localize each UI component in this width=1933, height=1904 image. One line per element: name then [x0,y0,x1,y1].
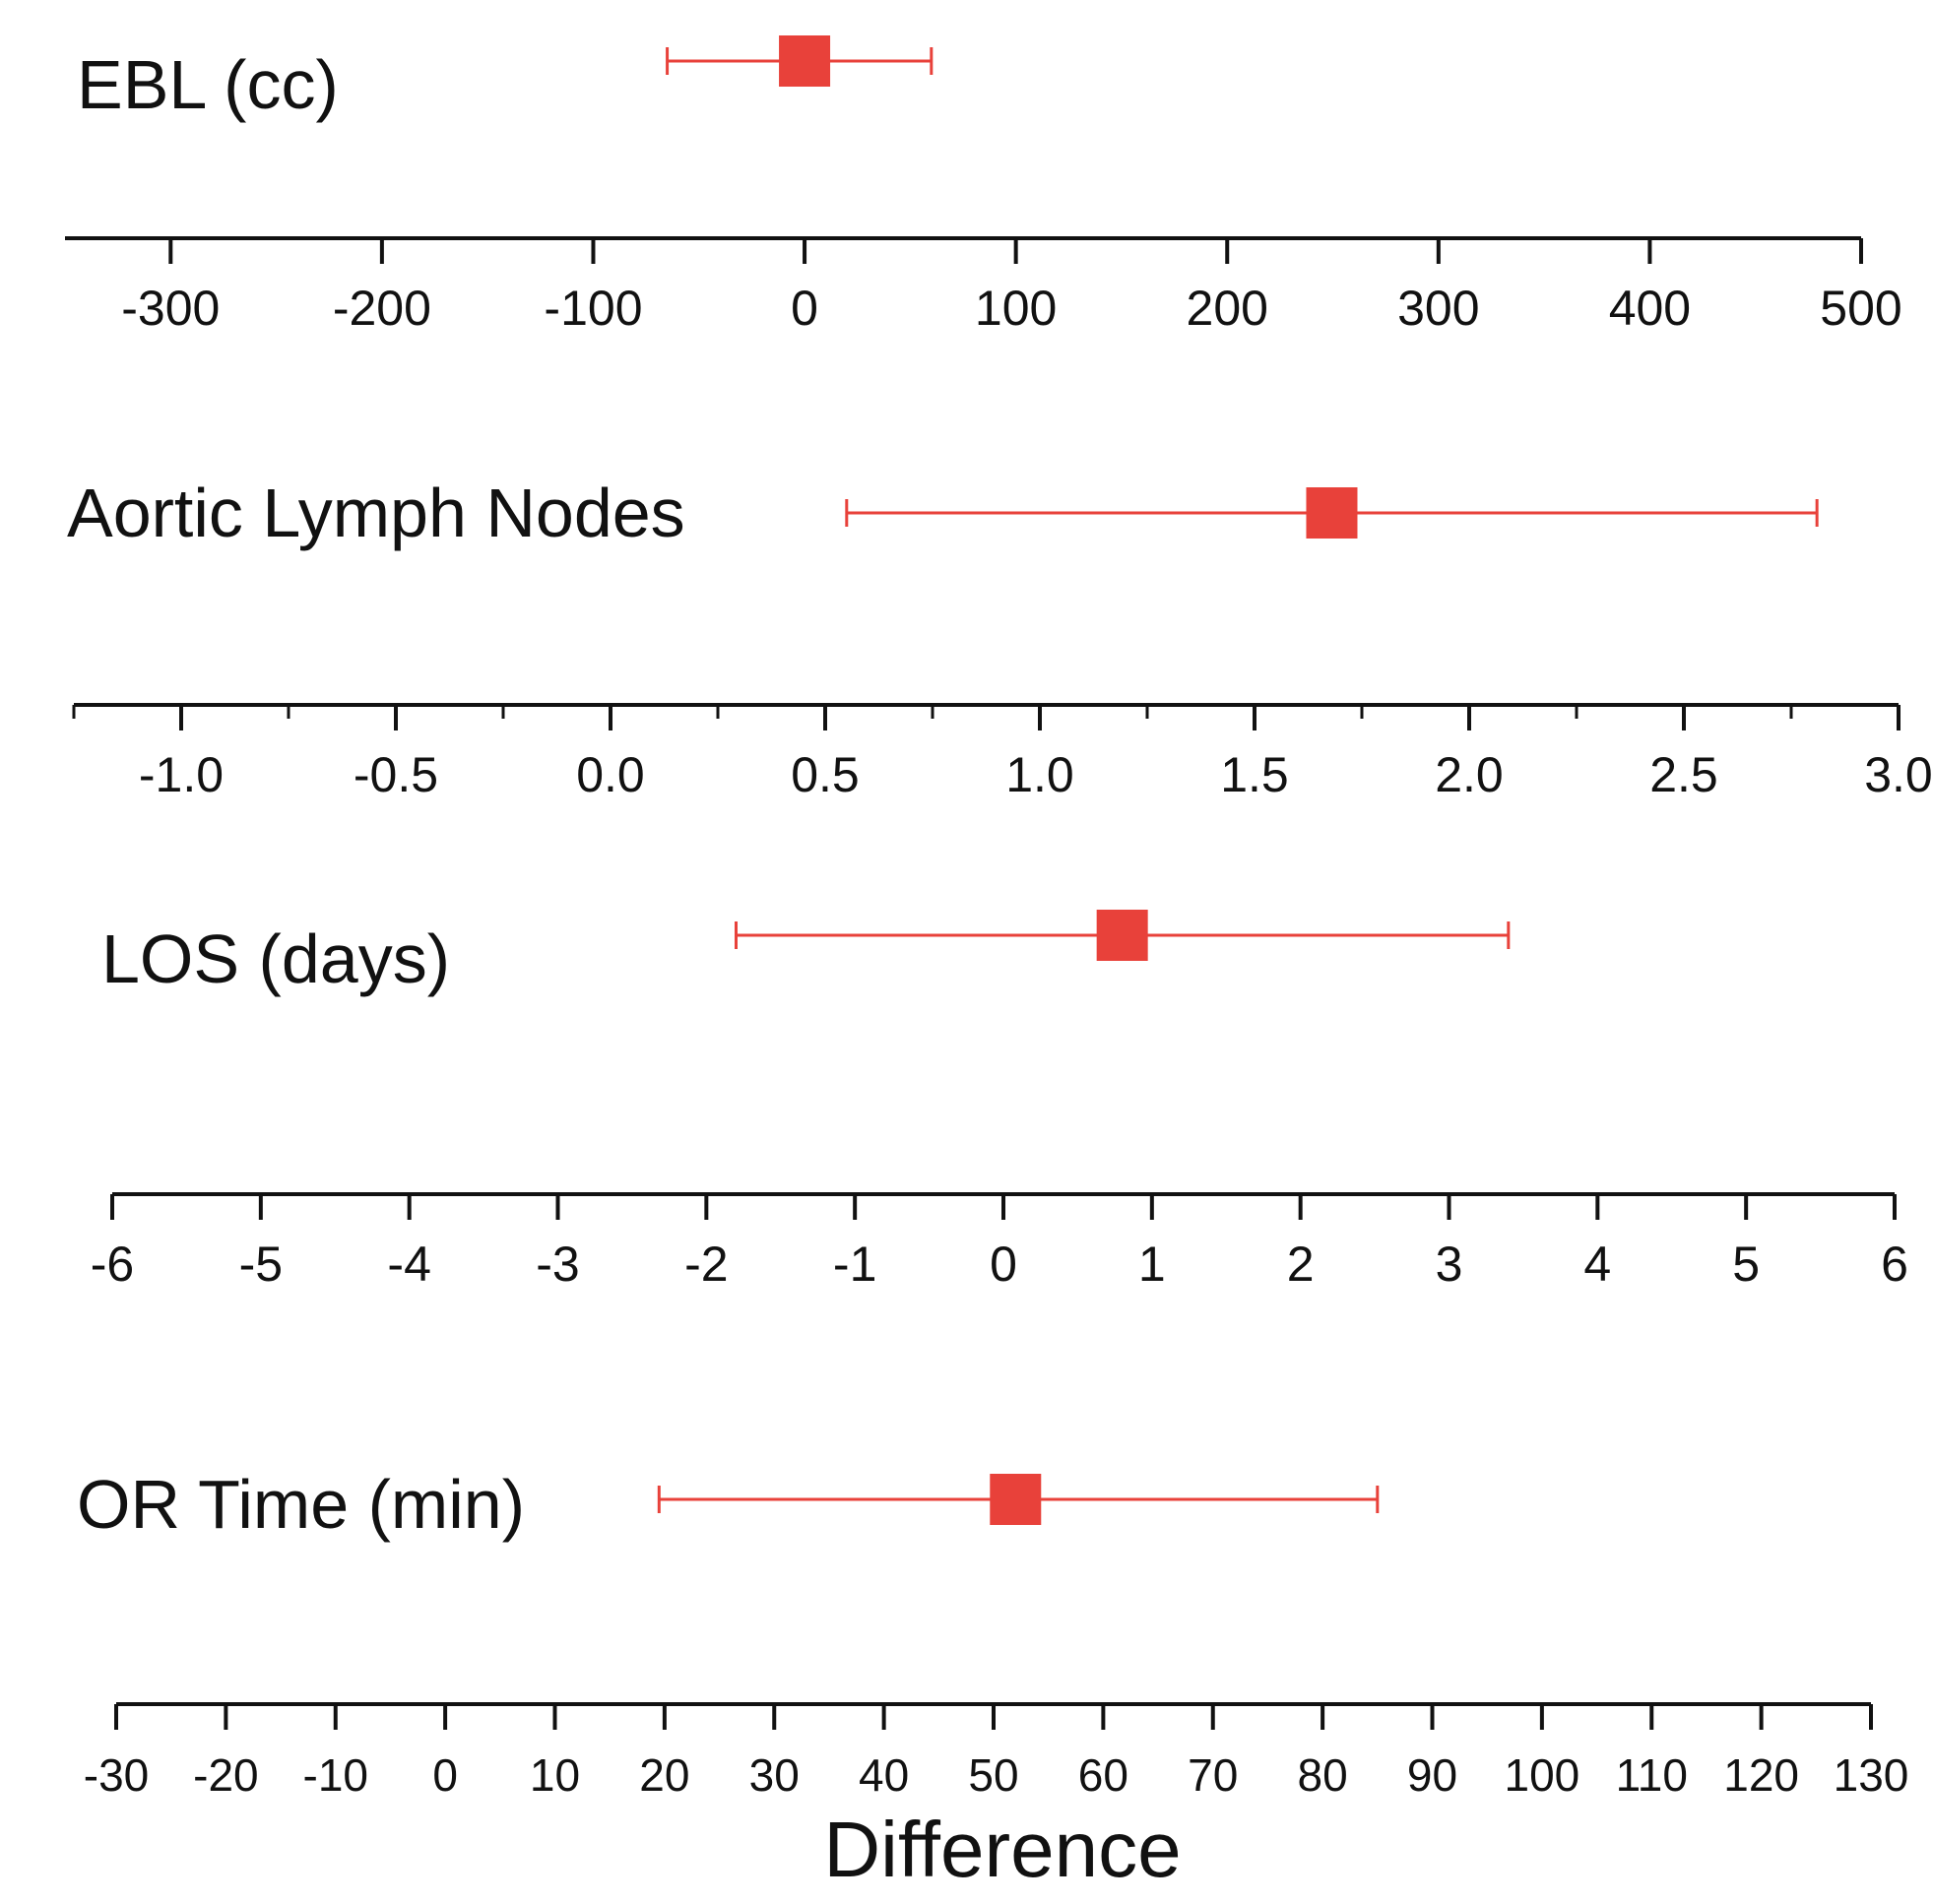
x-tick-label: 5 [1732,1237,1760,1292]
x-tick-label: 10 [530,1749,580,1801]
x-tick-label: 40 [859,1749,909,1801]
x-axis-title: Difference [823,1806,1181,1893]
x-tick-label: 80 [1298,1749,1348,1801]
x-tick-label: 200 [1187,281,1268,336]
x-tick-label: 30 [749,1749,800,1801]
x-tick-label: -100 [544,281,642,336]
x-tick-label: 1.0 [1005,747,1074,802]
x-tick-label: 100 [1505,1749,1580,1801]
point-estimate [779,35,831,87]
x-tick-label: 400 [1609,281,1691,336]
row-label-los: LOS (days) [101,920,450,997]
x-tick-label: 20 [639,1749,689,1801]
x-tick-label: -300 [121,281,220,336]
x-tick-label: -4 [387,1237,430,1292]
x-tick-label: 4 [1583,1237,1611,1292]
x-tick-label: 0 [990,1237,1017,1292]
x-tick-label: 70 [1188,1749,1238,1801]
row-label-aortic-lymph-nodes: Aortic Lymph Nodes [67,475,685,551]
point-estimate [1306,487,1358,539]
x-tick-label: 0 [432,1749,458,1801]
panel-or-time: OR Time (min) [77,1466,525,1543]
row-label-or-time: OR Time (min) [77,1466,525,1543]
x-tick-label: 500 [1820,281,1901,336]
x-tick-label: 300 [1397,281,1479,336]
x-tick-label: 0.0 [576,747,645,802]
x-tick-label: 90 [1407,1749,1457,1801]
panel-aortic-lymph-nodes: Aortic Lymph Nodes [67,475,685,551]
x-tick-label: 2 [1287,1237,1315,1292]
x-tick-label: -2 [684,1237,728,1292]
x-tick-label: -20 [193,1749,258,1801]
x-tick-label: -6 [91,1237,134,1292]
x-tick-label: -1 [833,1237,876,1292]
point-estimate [1096,910,1148,961]
x-tick-label: 50 [968,1749,1018,1801]
x-tick-label: 2.5 [1649,747,1718,802]
x-tick-label: 6 [1881,1237,1908,1292]
x-tick-label: 60 [1078,1749,1128,1801]
x-tick-label: -30 [84,1749,149,1801]
x-tick-label: 3.0 [1864,747,1933,802]
x-tick-label: 3 [1436,1237,1463,1292]
x-tick-label: 1 [1138,1237,1166,1292]
panel-los: LOS (days) [101,920,450,997]
x-tick-label: -1.0 [139,747,224,802]
x-tick-label: 130 [1834,1749,1909,1801]
plot-marks: -300 -200 -100 0 100 200 300 400 500-1.0 -0.5 0.0 0… [65,35,1933,1801]
x-tick-label: -3 [536,1237,579,1292]
panel-ebl: EBL (cc) [77,46,339,123]
x-tick-label: 2.0 [1435,747,1504,802]
x-tick-label: 110 [1616,1749,1688,1801]
row-label-ebl: EBL (cc) [77,46,339,123]
x-tick-label: -10 [303,1749,368,1801]
x-tick-label: 0 [791,281,818,336]
point-estimate [990,1474,1042,1525]
x-tick-label: -200 [333,281,431,336]
x-tick-label: 0.5 [791,747,860,802]
x-tick-label: -5 [239,1237,283,1292]
x-tick-label: -0.5 [354,747,438,802]
x-tick-label: 1.5 [1220,747,1289,802]
x-tick-label: 120 [1723,1749,1799,1801]
x-tick-label: 100 [975,281,1057,336]
